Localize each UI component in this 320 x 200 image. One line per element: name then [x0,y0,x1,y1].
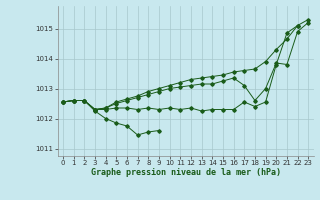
X-axis label: Graphe pression niveau de la mer (hPa): Graphe pression niveau de la mer (hPa) [91,168,281,177]
